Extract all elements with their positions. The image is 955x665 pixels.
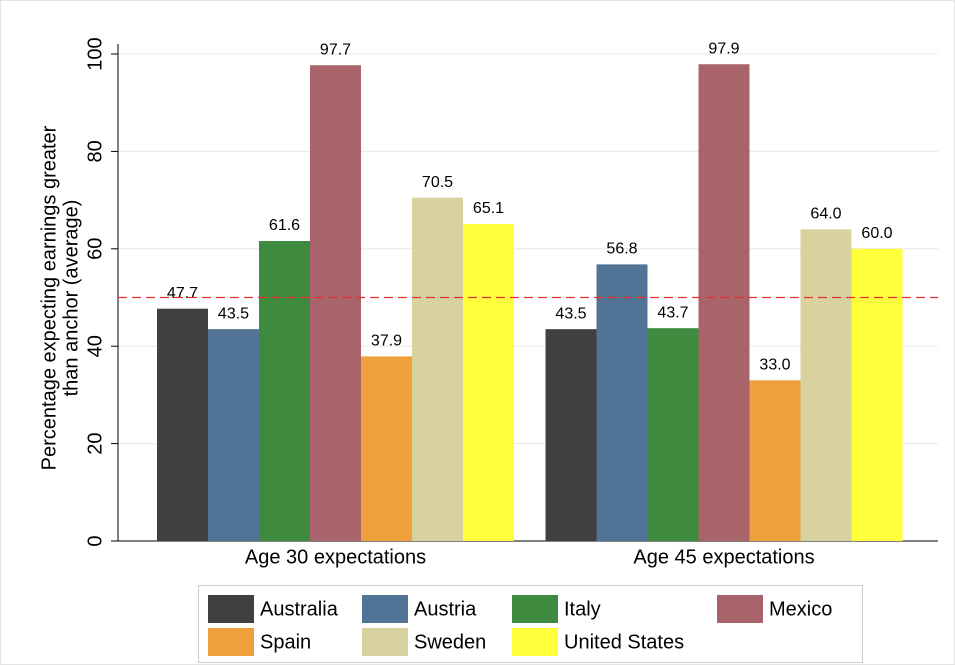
legend-swatch	[512, 628, 558, 656]
value-label: 60.0	[861, 225, 892, 242]
bar	[412, 197, 463, 542]
value-label: 97.9	[708, 40, 739, 57]
bar	[208, 329, 259, 541]
legend-swatch	[717, 595, 763, 623]
legend-label: Mexico	[769, 598, 832, 620]
bar	[259, 241, 310, 541]
bar	[361, 356, 412, 541]
y-axis-label: than anchor (average)	[60, 200, 82, 397]
legend-label: Australia	[260, 598, 339, 620]
value-label: 33.0	[759, 357, 790, 374]
legend-label: Austria	[414, 598, 477, 620]
legend-label: Sweden	[414, 631, 486, 653]
legend-swatch	[362, 628, 408, 656]
legend-label: Italy	[564, 598, 601, 620]
legend-swatch	[512, 595, 558, 623]
bar	[310, 65, 361, 542]
bar	[545, 329, 597, 541]
value-label: 43.7	[657, 304, 688, 321]
y-tick-label: 100	[84, 37, 106, 70]
value-label: 47.7	[167, 285, 198, 302]
y-tick-label: 40	[84, 335, 106, 357]
y-tick-label: 0	[84, 535, 106, 546]
value-label: 97.7	[320, 41, 351, 58]
legend-swatch	[208, 595, 254, 623]
legend-label: United States	[564, 631, 684, 653]
value-label: 43.5	[218, 305, 249, 322]
value-label: 37.9	[371, 333, 402, 350]
value-label: 64.0	[810, 206, 841, 223]
value-label: 70.5	[422, 174, 453, 191]
y-axis-label: Percentage expecting earnings greater	[38, 125, 60, 470]
legend-swatch	[362, 595, 408, 623]
y-tick-label: 20	[84, 432, 106, 454]
legend-swatch	[208, 628, 254, 656]
bar	[157, 308, 208, 541]
y-tick-label: 80	[84, 140, 106, 162]
y-tick-label: 60	[84, 238, 106, 260]
legend-label: Spain	[260, 631, 311, 653]
value-label: 56.8	[606, 241, 637, 258]
bar	[749, 380, 801, 541]
value-label: 61.6	[269, 217, 300, 234]
value-label: 65.1	[473, 200, 504, 217]
bar	[800, 229, 852, 541]
bar	[851, 248, 903, 542]
bar	[596, 264, 648, 541]
bar	[647, 328, 699, 541]
bar	[463, 223, 514, 541]
x-tick-label: Age 30 expectations	[245, 546, 426, 568]
value-label: 43.5	[555, 305, 586, 322]
x-tick-label: Age 45 expectations	[633, 546, 814, 568]
bar	[698, 64, 750, 542]
